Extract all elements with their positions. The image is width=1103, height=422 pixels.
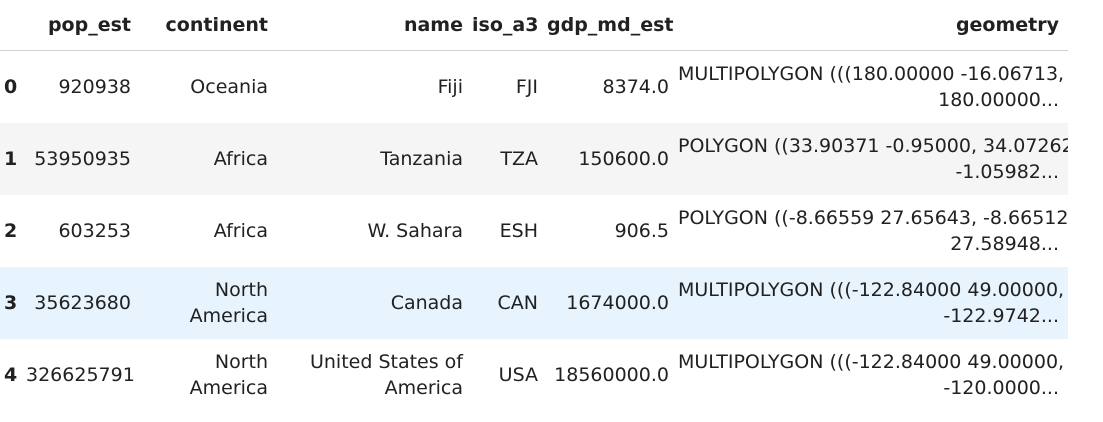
cell-gdp-md-est: 8374.0 — [602, 76, 669, 98]
cell-iso-a3: USA — [498, 364, 538, 386]
cell-gdp-md-est: 1674000.0 — [566, 292, 669, 314]
header-row: pop_est continent name iso_a3 gdp_md_est… — [0, 0, 1068, 51]
column-header-gdp-md-est: gdp_md_est — [547, 0, 678, 51]
table-row: 2 603253 Africa W. Sahara ESH 906.5 POLY… — [0, 195, 1068, 267]
column-header-continent: continent — [140, 0, 277, 51]
cell-name: Tanzania — [277, 123, 472, 195]
cell-gdp-md-est: 150600.0 — [578, 148, 669, 170]
cell-name: Fiji — [277, 51, 472, 124]
cell-line: 27.58948... — [950, 233, 1059, 255]
table-row: 4 326625791 North America United States … — [0, 339, 1068, 411]
cell-continent: Africa — [140, 123, 277, 195]
cell-continent: North America — [140, 339, 277, 411]
column-header-geometry: geometry — [678, 0, 1068, 51]
cell-line: America — [384, 377, 463, 399]
cell-line: MULTIPOLYGON (((180.00000 -16.06713, — [678, 63, 1065, 85]
cell-line: America — [189, 377, 268, 399]
column-header-name: name — [277, 0, 472, 51]
row-index: 0 — [4, 76, 18, 98]
cell-line: United States of — [309, 351, 463, 373]
cell-line: POLYGON ((33.90371 -0.95000, 34.07262 — [678, 135, 1068, 157]
row-index: 4 — [4, 364, 18, 386]
cell-line: -120.0000... — [943, 377, 1059, 399]
cell-gdp-md-est: 906.5 — [614, 220, 669, 242]
cell-pop-est: 35623680 — [34, 292, 131, 314]
cell-line: MULTIPOLYGON (((-122.84000 49.00000, — [678, 279, 1065, 301]
cell-line: America — [189, 305, 268, 327]
cell-name: United States of America — [277, 339, 472, 411]
cell-line: -1.05982... — [955, 161, 1059, 183]
cell-name: Canada — [277, 267, 472, 339]
cell-line: Africa — [213, 220, 268, 242]
cell-line: Canada — [390, 292, 463, 314]
cell-iso-a3: ESH — [499, 220, 538, 242]
column-header-pop-est: pop_est — [26, 0, 140, 51]
table-header: pop_est continent name iso_a3 gdp_md_est… — [0, 0, 1068, 51]
index-header — [0, 0, 26, 51]
cell-continent: Oceania — [140, 51, 277, 124]
cell-continent: Africa — [140, 195, 277, 267]
cell-name: W. Sahara — [277, 195, 472, 267]
cell-continent: North America — [140, 267, 277, 339]
cell-pop-est: 920938 — [58, 76, 131, 98]
table-row: 0 920938 Oceania Fiji FJI 8374.0 MULTIPO… — [0, 50, 1068, 124]
cell-iso-a3: TZA — [500, 148, 538, 170]
cell-line: Oceania — [190, 76, 268, 98]
row-index: 2 — [4, 220, 18, 242]
cell-line: Tanzania — [380, 148, 463, 170]
cell-pop-est: 603253 — [58, 220, 131, 242]
cell-line: 180.00000... — [938, 89, 1059, 111]
cell-pop-est: 53950935 — [34, 148, 131, 170]
cell-line: Fiji — [437, 76, 463, 98]
cell-geometry: MULTIPOLYGON (((180.00000 -16.06713, 180… — [678, 51, 1068, 124]
cell-line: North — [214, 279, 268, 301]
cell-pop-est: 326625791 — [26, 364, 135, 386]
table-row: 1 53950935 Africa Tanzania TZA 150600.0 … — [0, 123, 1068, 195]
cell-line: POLYGON ((-8.66559 27.65643, -8.66512 — [678, 207, 1068, 229]
cell-line: North — [214, 351, 268, 373]
cell-geometry: MULTIPOLYGON (((-122.84000 49.00000, -12… — [678, 267, 1068, 339]
cell-iso-a3: FJI — [515, 76, 538, 98]
cell-geometry: MULTIPOLYGON (((-122.84000 49.00000, -12… — [678, 339, 1068, 411]
row-index: 1 — [4, 148, 18, 170]
cell-line: -122.9742... — [943, 305, 1059, 327]
cell-line: W. Sahara — [367, 220, 463, 242]
row-index: 3 — [4, 292, 18, 314]
table-body: 0 920938 Oceania Fiji FJI 8374.0 MULTIPO… — [0, 50, 1068, 411]
cell-iso-a3: CAN — [497, 292, 538, 314]
cell-line: MULTIPOLYGON (((-122.84000 49.00000, — [678, 351, 1065, 373]
cell-gdp-md-est: 18560000.0 — [554, 364, 669, 386]
cell-line: Africa — [213, 148, 268, 170]
cell-geometry: POLYGON ((33.90371 -0.95000, 34.07262 -1… — [678, 123, 1068, 195]
dataframe-table: pop_est continent name iso_a3 gdp_md_est… — [0, 0, 1068, 411]
column-header-iso-a3: iso_a3 — [472, 0, 547, 51]
cell-geometry: POLYGON ((-8.66559 27.65643, -8.66512 27… — [678, 195, 1068, 267]
table-row: 3 35623680 North America Canada CAN 1674… — [0, 267, 1068, 339]
